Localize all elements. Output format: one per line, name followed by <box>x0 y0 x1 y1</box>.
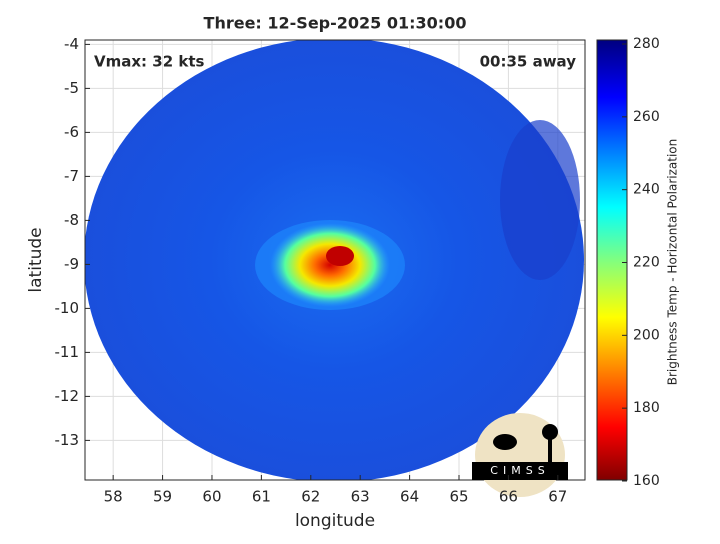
x-tick-label: 61 <box>252 488 271 506</box>
y-tick-label: -13 <box>55 431 80 449</box>
colorbar-label: Brightness Temp - Horizontal Polarizatio… <box>666 139 680 386</box>
logo: CIMSS <box>472 413 568 497</box>
colorbar-tick-label: 200 <box>633 327 660 343</box>
core <box>270 223 390 307</box>
plot-frame <box>84 39 586 481</box>
x-tick-label: 62 <box>301 488 320 506</box>
x-tick-label: 58 <box>104 488 123 506</box>
colorbar-tick-label: 220 <box>633 255 660 271</box>
y-tick-label: -5 <box>64 79 79 97</box>
y-tick-label: -6 <box>64 123 79 141</box>
x-tick-label: 60 <box>202 488 221 506</box>
cloud <box>500 120 580 280</box>
y-axis-label: latitude <box>26 227 46 292</box>
annotation: Vmax: 32 kts <box>94 53 204 71</box>
y-tick-label: -8 <box>64 211 79 229</box>
colorbar <box>596 39 628 481</box>
y-tick-label: -12 <box>55 387 80 405</box>
x-tick-label: 65 <box>449 488 468 506</box>
colorbar-tick-label: 160 <box>633 473 660 489</box>
colorbar-tick-label: 260 <box>633 109 660 125</box>
y-tick-label: -7 <box>64 167 79 185</box>
y-tick-label: -10 <box>55 299 80 317</box>
colorbar-tick-label: 280 <box>633 36 660 52</box>
hot-spot <box>326 246 354 266</box>
x-tick-label: 64 <box>400 488 419 506</box>
x-axis-label: longitude <box>295 511 375 531</box>
y-tick-label: -11 <box>55 343 80 361</box>
chart-title: Three: 12-Sep-2025 01:30:00 <box>204 14 467 33</box>
y-tick-label: -9 <box>64 255 79 273</box>
colorbar-tick-label: 240 <box>633 182 660 198</box>
annotation: 00:35 away <box>480 53 577 71</box>
colorbar-tick-label: 180 <box>633 400 660 416</box>
x-tick-label: 63 <box>351 488 370 506</box>
logo-text: CIMSS <box>490 464 549 477</box>
image <box>85 40 584 480</box>
x-tick-label: 59 <box>153 488 172 506</box>
x-tick-label: 66 <box>499 488 518 506</box>
x-tick-label: 67 <box>548 488 567 506</box>
y-tick-label: -4 <box>64 35 79 53</box>
